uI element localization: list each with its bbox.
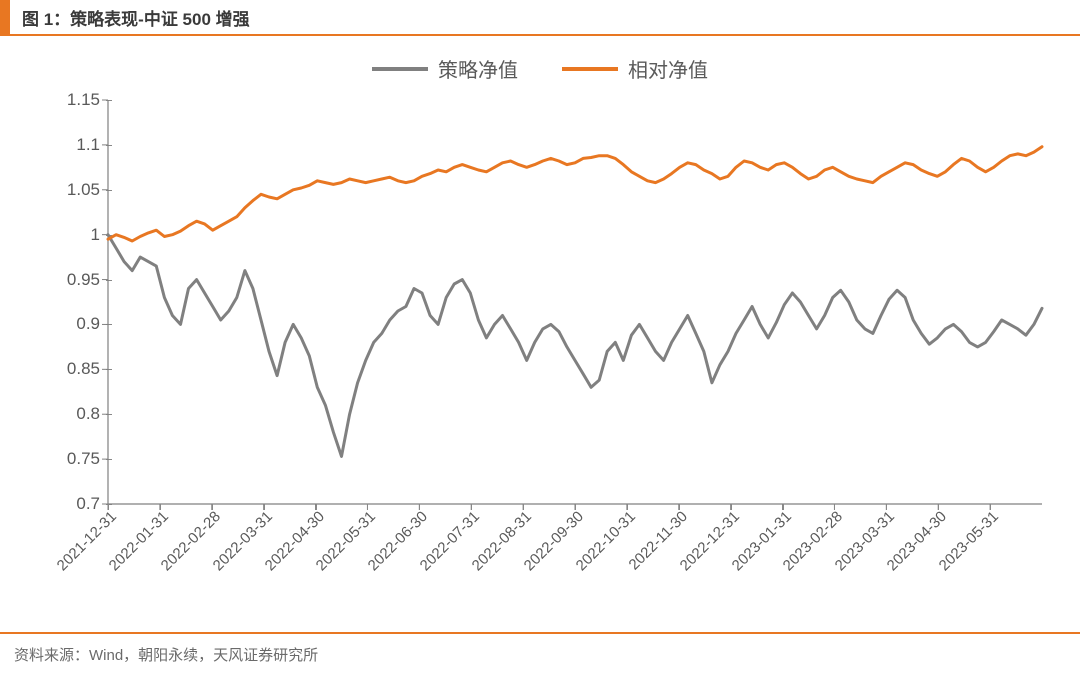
y-tick-label: 0.75 xyxy=(67,449,100,469)
figure-container: 图 1：策略表现-中证 500 增强 策略净值 相对净值 0.7 0.75 0.8 0.… xyxy=(0,0,1080,698)
legend-label: 相对净值 xyxy=(628,54,708,83)
legend-swatch xyxy=(372,67,428,71)
y-tick-label: 1.1 xyxy=(76,135,100,155)
title-bar: 图 1：策略表现-中证 500 增强 xyxy=(0,0,1080,36)
y-tick-label: 0.95 xyxy=(67,270,100,290)
plot-area xyxy=(108,100,1042,504)
y-tick-label: 1.05 xyxy=(67,180,100,200)
y-axis: 0.70.750.80.850.90.9511.051.11.15 xyxy=(28,100,106,504)
x-axis: 2021-12-312022-01-312022-02-282022-03-31… xyxy=(108,504,1042,614)
source-text: 资料来源：Wind，朝阳永续，天风证券研究所 xyxy=(14,647,318,664)
y-tick-label: 0.9 xyxy=(76,314,100,334)
y-tick-label: 1 xyxy=(91,225,100,245)
series-line xyxy=(108,147,1042,241)
plot-svg xyxy=(108,100,1042,504)
legend-swatch xyxy=(562,67,618,71)
y-tick-label: 0.8 xyxy=(76,404,100,424)
figure-title: 图 1：策略表现-中证 500 增强 xyxy=(10,5,250,30)
series-line xyxy=(108,235,1042,457)
y-tick-label: 0.7 xyxy=(76,494,100,514)
legend-item: 相对净值 xyxy=(562,54,708,83)
y-tick-label: 1.15 xyxy=(67,90,100,110)
legend-item: 策略净值 xyxy=(372,54,518,83)
legend-label: 策略净值 xyxy=(438,54,518,83)
chart-area: 策略净值 相对净值 0.7 0.75 0.8 0.85 0.9 0.95 1 1.05 1.1 1.… xyxy=(28,54,1052,614)
legend: 策略净值 相对净值 xyxy=(28,54,1052,83)
title-accent-block xyxy=(0,0,10,34)
source-bar: 资料来源：Wind，朝阳永续，天风证券研究所 xyxy=(0,632,1080,665)
y-tick-label: 0.85 xyxy=(67,359,100,379)
